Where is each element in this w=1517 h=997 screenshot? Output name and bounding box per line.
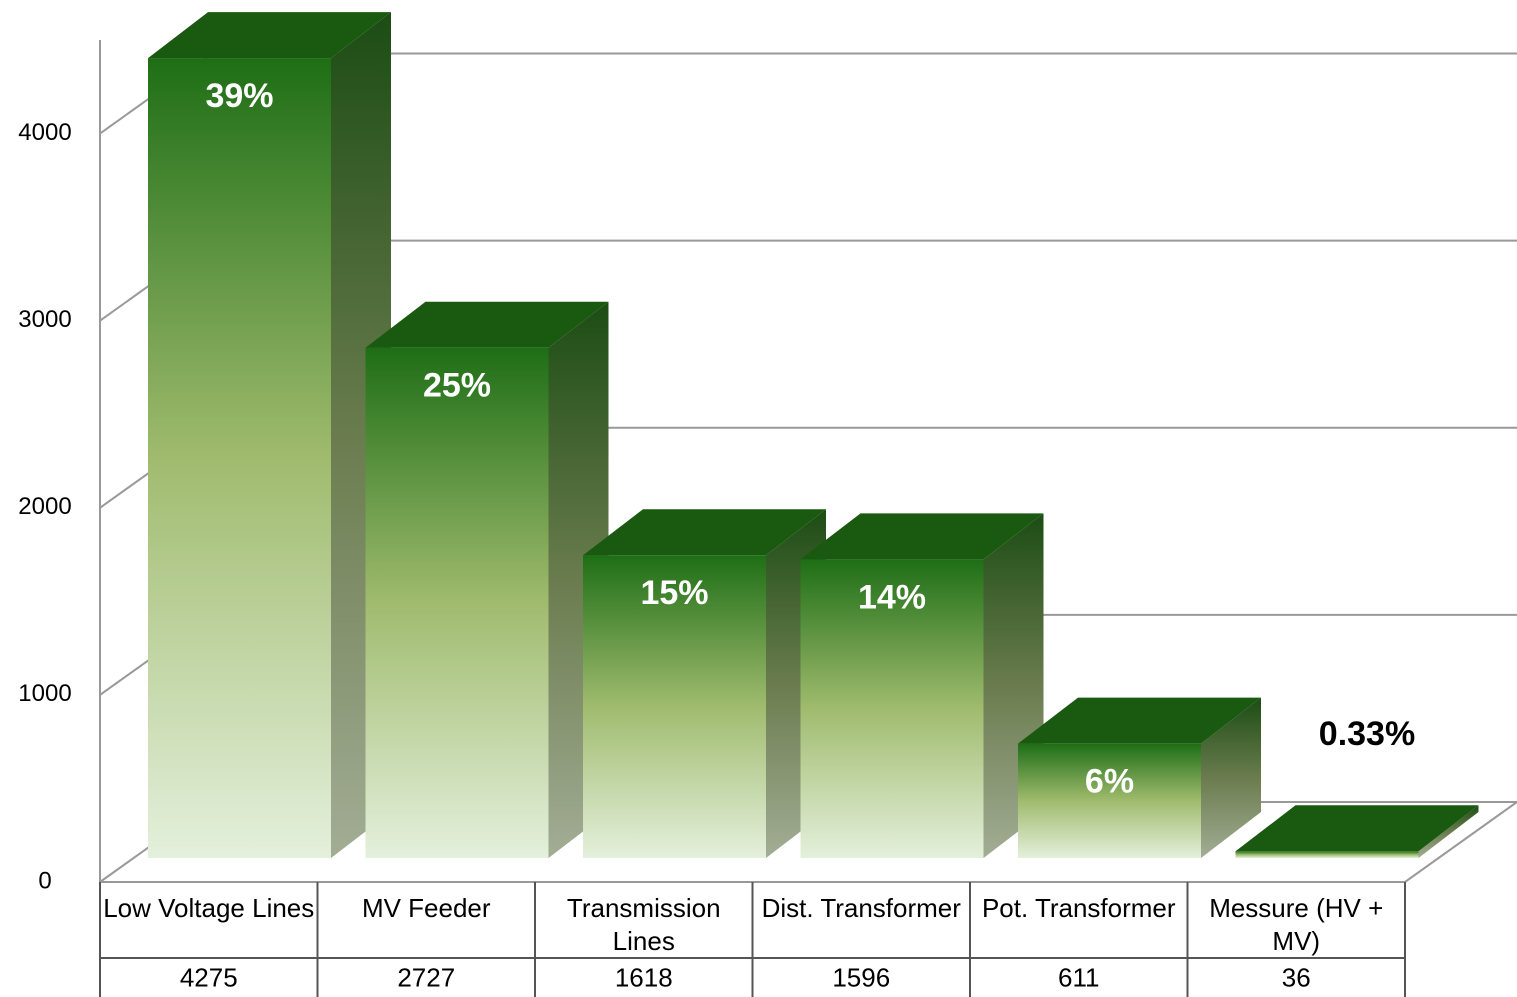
- bar-top: [148, 12, 391, 59]
- bar-front: [365, 347, 549, 858]
- y-tick-label: 1000: [18, 680, 71, 707]
- category-cell: Messure (HV + MV): [1209, 893, 1384, 956]
- x-tick-label: Transmission Lines: [566, 893, 721, 956]
- value-cell: 611: [1058, 962, 1099, 992]
- bar-top: [1018, 697, 1261, 744]
- bar-front: [148, 58, 331, 859]
- bar-top: [583, 509, 826, 556]
- bar-top: [800, 513, 1044, 560]
- x-tick-label: Dist. Transformer: [761, 893, 961, 923]
- share-label: 15%: [640, 574, 708, 612]
- share-label: 39%: [205, 77, 273, 115]
- value-cell: 2727: [397, 962, 455, 992]
- bar-front: [1018, 743, 1201, 858]
- bar-side: [1201, 697, 1261, 858]
- value-cell: 1618: [615, 962, 673, 992]
- y-tick-label: 4000: [18, 119, 71, 146]
- category-cell: Dist. Transformer: [761, 893, 961, 923]
- data-table: Low Voltage Lines 4275 MV Feeder 2727 Transm…: [99, 882, 1406, 997]
- share-label: 6%: [1085, 763, 1134, 801]
- y-tick-label: 2000: [18, 493, 71, 520]
- bar-top: [1235, 805, 1479, 852]
- bar-front: [800, 559, 984, 858]
- share-label: 14%: [858, 578, 926, 616]
- share-label: 0.33%: [1319, 715, 1415, 753]
- share-label: 25%: [423, 367, 491, 405]
- x-tick-label: Messure (HV + MV): [1209, 893, 1384, 956]
- x-tick-label: Pot. Transformer: [981, 893, 1176, 923]
- x-tick-label: MV Feeder: [361, 893, 491, 923]
- bar-top: [365, 301, 609, 348]
- y-tick-label: 3000: [18, 306, 71, 333]
- bars: 39% 25% 15% 14% 6% 0.33%: [148, 12, 1479, 859]
- category-cell: Pot. Transformer: [981, 893, 1176, 923]
- category-cell: MV Feeder: [361, 893, 491, 923]
- category-cell: Transmission Lines: [566, 893, 721, 956]
- value-cell: 4275: [180, 962, 238, 992]
- bar-front: [1235, 851, 1419, 858]
- bar-side: [1418, 805, 1479, 858]
- value-cell: 36: [1282, 962, 1311, 992]
- category-cell: Low Voltage Lines: [103, 893, 315, 923]
- bar-front: [583, 555, 766, 858]
- x-tick-label: Low Voltage Lines: [103, 893, 315, 923]
- value-cell: 1596: [832, 962, 890, 992]
- y-tick-label: 0: [38, 867, 51, 894]
